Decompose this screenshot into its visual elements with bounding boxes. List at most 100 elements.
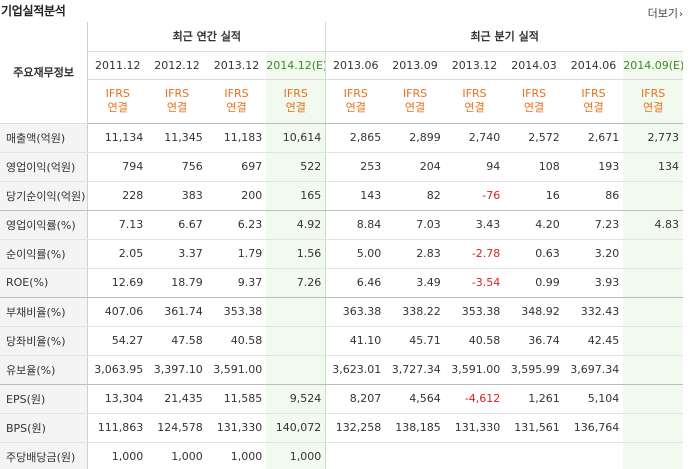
value-cell: 4.92 <box>266 210 327 240</box>
value-cell: 228 <box>87 181 148 211</box>
table-row: BPS(원) 111,863 124,578 131,330 140,072 132,25… <box>0 413 683 443</box>
consolidated-label: 연결 <box>285 101 306 114</box>
consolidated-label: 연결 <box>464 101 485 114</box>
period-header: 2013.09 <box>385 51 445 80</box>
value-cell: 0.63 <box>504 239 564 269</box>
value-cell: 42.45 <box>563 326 624 356</box>
value-cell: 5.00 <box>325 239 386 269</box>
financial-table: 주요재무정보 최근 연간 실적 최근 분기 실적 2011.12 2012.12… <box>0 22 683 469</box>
ifrs-cell: IFRS 연결 <box>266 79 327 124</box>
section-title: 기업실적분석 <box>1 4 66 18</box>
ifrs-label: IFRS <box>641 87 666 100</box>
value-cell: 253 <box>325 152 386 182</box>
value-cell: 136,764 <box>563 413 624 443</box>
value-cell: 756 <box>147 152 207 182</box>
ifrs-cell: IFRS 연결 <box>563 79 624 124</box>
value-cell: 8.84 <box>325 210 386 240</box>
ifrs-label: IFRS <box>581 87 606 100</box>
value-cell: 40.58 <box>444 326 505 356</box>
table-row: 순이익률(%) 2.05 3.37 1.79 1.56 5.00 2.83 -2.78 0.63… <box>0 239 683 269</box>
value-cell <box>623 297 683 327</box>
group-header-row: 주요재무정보 최근 연간 실적 최근 분기 실적 <box>0 22 683 124</box>
period-header-estimate: 2014.12(E) <box>266 51 327 80</box>
row-header-label: 주요재무정보 <box>0 22 89 124</box>
value-cell: 11,134 <box>87 123 148 153</box>
value-cell: 140,072 <box>266 413 327 443</box>
value-cell: 1.79 <box>206 239 267 269</box>
row-label: ROE(%) <box>0 268 89 298</box>
value-cell: 108 <box>504 152 564 182</box>
value-cell: 4.83 <box>623 210 683 240</box>
value-cell: 6.23 <box>206 210 267 240</box>
value-cell: 143 <box>325 181 386 211</box>
row-label: 영업이익률(%) <box>0 210 89 240</box>
row-label: 유보율(%) <box>0 355 89 385</box>
value-cell: 165 <box>266 181 327 211</box>
value-cell: 2.83 <box>385 239 445 269</box>
ifrs-label: IFRS <box>521 87 547 100</box>
consolidated-label: 연결 <box>166 101 188 114</box>
value-cell: 353.38 <box>206 297 267 327</box>
value-cell: 697 <box>206 152 267 182</box>
value-cell: 134 <box>623 152 683 182</box>
value-cell <box>325 442 386 469</box>
value-cell <box>504 442 564 469</box>
period-header-estimate: 2014.09(E) <box>623 51 683 80</box>
value-cell: 82 <box>385 181 445 211</box>
value-cell: 1,000 <box>147 442 207 469</box>
ifrs-label: IFRS <box>105 87 130 100</box>
row-label: 영업이익(억원) <box>0 152 89 182</box>
row-label: 순이익률(%) <box>0 239 89 269</box>
value-cell: 3.49 <box>385 268 445 298</box>
value-cell: 86 <box>563 181 624 211</box>
value-cell <box>266 326 327 356</box>
value-cell: 54.27 <box>87 326 148 356</box>
value-cell: 0.99 <box>504 268 564 298</box>
value-cell: 4,564 <box>385 384 445 414</box>
value-cell: 794 <box>87 152 148 182</box>
ifrs-label: IFRS <box>402 87 428 100</box>
value-cell: 12.69 <box>87 268 148 298</box>
value-cell: 132,258 <box>325 413 386 443</box>
value-cell: 200 <box>206 181 267 211</box>
value-cell: 3,727.34 <box>385 355 445 385</box>
value-cell: 13,304 <box>87 384 148 414</box>
value-cell: 9.37 <box>206 268 267 298</box>
ifrs-cell: IFRS 연결 <box>87 79 148 124</box>
value-cell: 9,524 <box>266 384 327 414</box>
period-header-row: 2011.12 2012.12 2013.12 2014.12(E) 2013.… <box>0 51 683 80</box>
value-cell: 10,614 <box>266 123 327 153</box>
value-cell: 45.71 <box>385 326 445 356</box>
value-cell <box>623 268 683 298</box>
value-cell: 4.20 <box>504 210 564 240</box>
value-cell: 2.05 <box>87 239 148 269</box>
value-cell: 3,623.01 <box>325 355 386 385</box>
ifrs-label: IFRS <box>343 87 368 100</box>
group-quarterly: 최근 분기 실적 <box>325 22 683 52</box>
value-cell: 111,863 <box>87 413 148 443</box>
table-row: ROE(%) 12.69 18.79 9.37 7.26 6.46 3.49 -3.54 0.9… <box>0 268 683 298</box>
ifrs-label: IFRS <box>283 87 308 100</box>
value-cell: 332.43 <box>563 297 624 327</box>
value-cell: 3,595.99 <box>504 355 564 385</box>
ifrs-label: IFRS <box>224 87 249 100</box>
period-header: 2012.12 <box>147 51 207 80</box>
value-cell: 138,185 <box>385 413 445 443</box>
value-cell: 41.10 <box>325 326 386 356</box>
row-label: 부채비율(%) <box>0 297 89 327</box>
table-row: 당기순이익(억원) 228 383 200 165 143 82 -76 16 86 <box>0 181 683 211</box>
value-cell: 16 <box>504 181 564 211</box>
group-annual: 최근 연간 실적 <box>87 22 327 52</box>
more-link[interactable]: 더보기› <box>648 5 683 21</box>
value-cell: 11,345 <box>147 123 207 153</box>
value-cell: 11,585 <box>206 384 267 414</box>
value-cell: 3,063.95 <box>87 355 148 385</box>
value-cell: 1,000 <box>266 442 327 469</box>
table-row: 주당배당금(원) 1,000 1,000 1,000 1,000 <box>0 442 683 469</box>
table-row: 영업이익(억원) 794 756 697 522 253 204 94 108 193 134 <box>0 152 683 182</box>
value-cell: 2,671 <box>563 123 624 153</box>
value-cell <box>623 413 683 443</box>
ifrs-cell: IFRS 연결 <box>206 79 267 124</box>
value-cell <box>385 442 445 469</box>
value-cell <box>266 355 327 385</box>
